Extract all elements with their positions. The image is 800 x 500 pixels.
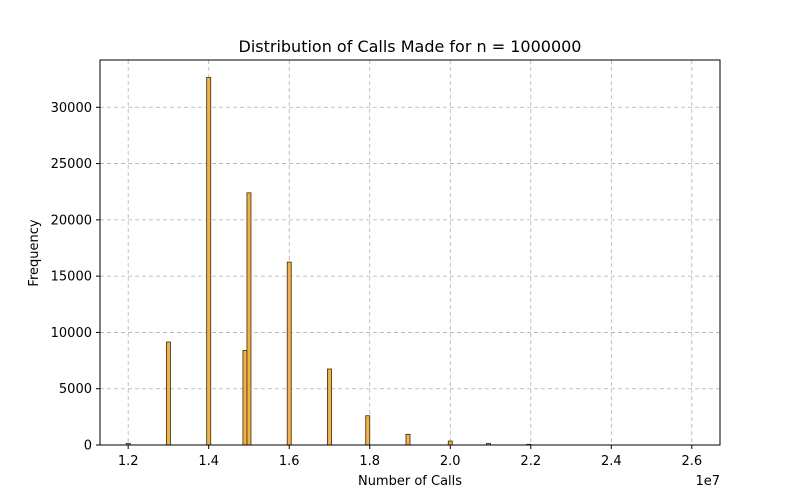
y-tick-label: 15000 bbox=[51, 270, 92, 285]
x-axis-ticks: 1.2 1.4 1.6 1.8 2.0 2.2 2.4 2.6 bbox=[118, 445, 702, 469]
y-tick-label: 5000 bbox=[59, 382, 92, 397]
histogram-bar bbox=[365, 415, 371, 446]
x-tick-label: 1.6 bbox=[279, 454, 300, 469]
histogram-bar bbox=[242, 350, 248, 446]
grid bbox=[100, 60, 720, 446]
y-tick-label: 0 bbox=[84, 439, 92, 454]
y-tick-label: 20000 bbox=[51, 213, 92, 228]
x-axis-offset-label: 1e7 bbox=[695, 474, 720, 489]
y-tick-label: 10000 bbox=[51, 326, 92, 341]
x-tick-label: 1.4 bbox=[198, 454, 219, 469]
histogram-bar bbox=[246, 192, 252, 446]
chart-title: Distribution of Calls Made for n = 10000… bbox=[239, 37, 582, 56]
y-axis-label: Frequency bbox=[27, 219, 42, 286]
histogram-bar bbox=[286, 261, 292, 446]
y-axis-ticks: 0 5000 10000 15000 20000 25000 30000 bbox=[51, 101, 100, 454]
histogram-bar bbox=[447, 440, 453, 446]
x-tick-label: 1.8 bbox=[359, 454, 380, 469]
histogram-bar bbox=[327, 368, 332, 446]
histogram-bar bbox=[206, 77, 212, 446]
x-tick-label: 2.6 bbox=[681, 454, 702, 469]
histogram-bar bbox=[405, 433, 411, 446]
x-axis-label: Number of Calls bbox=[358, 474, 462, 489]
y-tick-label: 25000 bbox=[51, 157, 92, 172]
x-tick-label: 2.0 bbox=[440, 454, 461, 469]
y-tick-label: 30000 bbox=[51, 101, 92, 116]
plot-frame bbox=[99, 59, 721, 446]
histogram-bar bbox=[166, 341, 171, 446]
x-tick-label: 2.4 bbox=[601, 454, 622, 469]
bars bbox=[125, 77, 532, 446]
x-tick-label: 2.2 bbox=[520, 454, 541, 469]
x-tick-label: 1.2 bbox=[118, 454, 139, 469]
